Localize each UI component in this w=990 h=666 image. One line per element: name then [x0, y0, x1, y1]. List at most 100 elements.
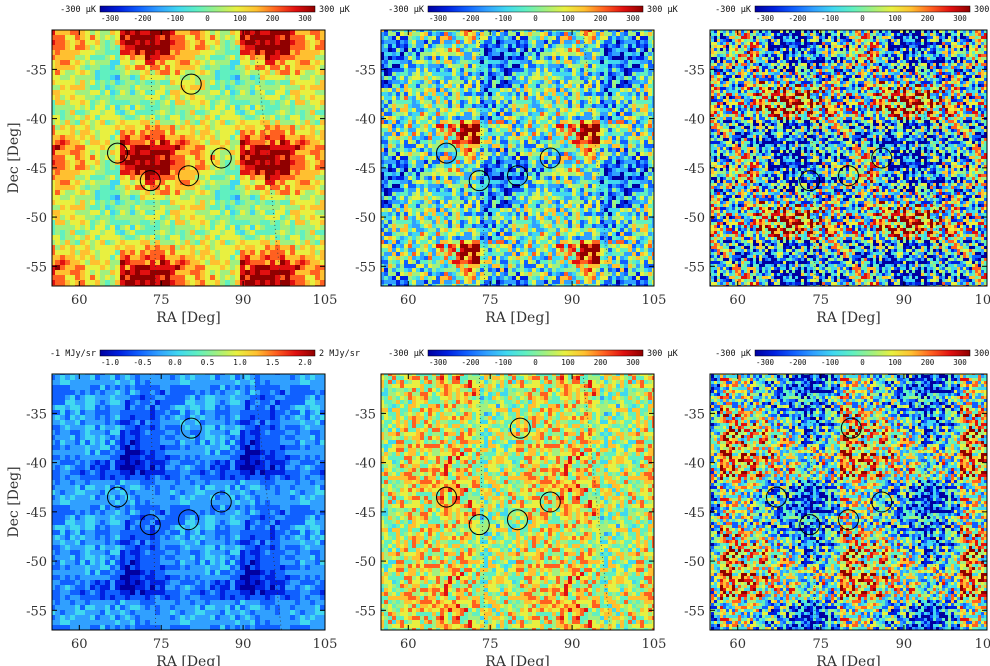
colorbar-tick-label: 100	[888, 14, 902, 23]
x-axis-label: RA [Deg]	[156, 310, 221, 326]
source-circle	[107, 142, 129, 164]
x-tick-label: 75	[153, 637, 170, 652]
source-circle	[838, 509, 859, 531]
source-circle	[210, 147, 232, 169]
colorbar-tick-label: 300	[626, 358, 640, 367]
y-tick-label: -45	[26, 506, 47, 521]
colorbar-tick-label: -100	[821, 358, 840, 367]
y-tick-label: -55	[684, 604, 705, 619]
colorbar-tick-label: -0.5	[133, 358, 151, 367]
source-circle	[799, 170, 821, 192]
y-axis-label: Dec [Deg]	[6, 122, 22, 193]
colorbar-tick-label: -300	[756, 14, 775, 23]
x-tick-label: 90	[235, 637, 252, 652]
panel-top-left: -300 μK 300 μK -300 -200 -100 0 100 200 300 -35 -4…	[6, 5, 351, 326]
source-circle	[468, 170, 490, 192]
y-tick-label: -35	[26, 407, 47, 422]
grid-line	[582, 373, 611, 631]
sky-map	[381, 374, 654, 630]
colorbar-tick-label: 200	[266, 14, 280, 23]
y-tick-label: -50	[26, 211, 47, 226]
y-tick-label: -45	[26, 162, 47, 177]
x-tick-label: 60	[729, 293, 746, 308]
colorbar-tick-label: 300	[953, 14, 967, 23]
colorbar-tick-label: 200	[594, 14, 608, 23]
y-tick-label: -50	[684, 211, 705, 226]
colorbar-tick-label: -300	[429, 14, 448, 23]
colorbar-tick-label: 200	[921, 14, 935, 23]
x-tick-label: 90	[564, 637, 581, 652]
colorbar-tick-label: -100	[494, 358, 513, 367]
colorbar-tick-label: 100	[233, 14, 247, 23]
colorbar-tick-label: -100	[494, 14, 513, 23]
x-tick-label: 105	[642, 293, 667, 308]
source-circle	[765, 486, 787, 508]
y-tick-label: -40	[355, 457, 376, 472]
colorbar-min-label: -300 μK	[60, 5, 97, 15]
y-tick-label: -40	[26, 457, 47, 472]
x-tick-label: 75	[813, 637, 830, 652]
source-circle	[507, 165, 528, 187]
plot-frame	[709, 29, 988, 287]
sky-map	[52, 30, 325, 286]
source-circle	[178, 165, 199, 187]
source-circle	[838, 165, 859, 187]
colorbar-tick-label: -200	[788, 14, 807, 23]
colorbar-tick-label: 200	[921, 358, 935, 367]
colorbar-tick-label: -100	[821, 14, 840, 23]
colorbar-tick-label: -200	[133, 14, 152, 23]
y-tick-label: -50	[355, 211, 376, 226]
grid-line	[253, 29, 282, 287]
colorbar-max-label: 300 μK	[319, 5, 351, 15]
panel-bottom-middle: -300 μK 300 μK -300 -200 -100 0 100 200 300 -35 -4…	[355, 349, 679, 666]
x-axis-label: RA [Deg]	[816, 654, 881, 666]
colorbar-tick-label: 0	[205, 14, 210, 23]
y-tick-label: -45	[355, 506, 376, 521]
x-tick-label: 75	[482, 293, 499, 308]
y-tick-label: -40	[684, 113, 705, 128]
y-tick-label: -45	[684, 506, 705, 521]
source-circle	[539, 491, 561, 513]
y-tick-label: -35	[355, 407, 376, 422]
source-circle	[139, 514, 161, 536]
x-tick-label: 90	[896, 637, 913, 652]
colorbar	[427, 5, 644, 13]
y-tick-label: -55	[684, 260, 705, 275]
colorbar-tick-label: -200	[461, 358, 480, 367]
panel-bottom-right: -300 μK 300 μK -300 -200 -100 0 100 200 300 -35 -4…	[684, 349, 990, 666]
sky-map	[381, 30, 654, 286]
colorbar-tick-label: -300	[756, 358, 775, 367]
y-tick-label: -45	[355, 162, 376, 177]
grid-line	[809, 373, 816, 631]
y-tick-label: -40	[355, 113, 376, 128]
colorbar-tick-label: 2.0	[298, 358, 312, 367]
source-circle	[871, 491, 893, 513]
x-tick-label: 90	[896, 293, 913, 308]
colorbar-max-label: 300 μK	[647, 5, 679, 15]
y-tick-label: -45	[684, 162, 705, 177]
x-axis-label: RA [Deg]	[485, 654, 550, 666]
grid-line	[582, 29, 611, 287]
colorbar-tick-label: 0.5	[201, 358, 215, 367]
colorbar-max-label: 300 μK	[647, 349, 679, 359]
colorbar-tick-label: 100	[888, 358, 902, 367]
colorbar-tick-label: 0.0	[168, 358, 182, 367]
grid-line	[149, 29, 157, 287]
x-tick-label: 60	[400, 293, 417, 308]
x-axis-label: RA [Deg]	[485, 310, 550, 326]
y-tick-label: -35	[684, 63, 705, 78]
y-tick-label: -35	[684, 407, 705, 422]
colorbar-tick-label: 300	[626, 14, 640, 23]
colorbar-min-label: -300 μK	[715, 5, 752, 15]
colorbar-tick-label: -100	[166, 14, 185, 23]
colorbar-tick-label: 0	[860, 14, 865, 23]
x-tick-label: 105	[313, 293, 338, 308]
grid-line	[478, 373, 486, 631]
y-tick-label: -55	[26, 604, 47, 619]
colorbar	[99, 349, 316, 357]
colorbar-tick-label: -1.0	[101, 358, 120, 367]
plot-frame	[51, 373, 326, 631]
plot-frame	[380, 373, 655, 631]
colorbar-max-label: 300 μK	[974, 349, 990, 359]
y-tick-label: -55	[355, 260, 376, 275]
